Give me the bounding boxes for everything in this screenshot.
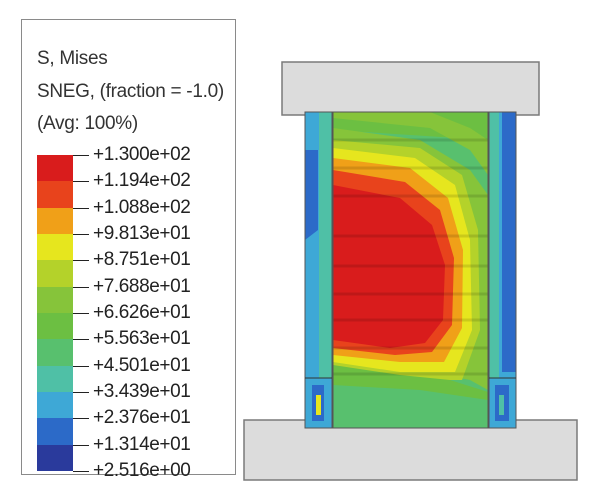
legend-level-label: +5.563e+01	[93, 328, 191, 350]
legend-swatch	[37, 207, 73, 235]
legend-tick	[73, 392, 89, 393]
legend-title-option: SNEG, (fraction = -1.0)	[37, 81, 224, 102]
legend-tick	[73, 365, 89, 367]
bottom-plate	[243, 419, 578, 481]
legend-tick	[73, 313, 89, 314]
legend-panel: S, Mises SNEG, (fraction = -1.0) (Avg: 1…	[21, 19, 236, 481]
legend-level-label: +1.300e+02	[93, 144, 191, 165]
legend-swatch	[37, 181, 73, 209]
legend-swatch	[37, 339, 73, 367]
legend-tick	[73, 471, 89, 472]
legend-swatch	[37, 392, 73, 419]
legend-colorbar	[37, 155, 73, 472]
legend-swatch	[37, 155, 73, 182]
legend-tick	[73, 207, 89, 209]
legend-level-label: +4.501e+01	[93, 354, 191, 376]
legend-tick	[73, 418, 89, 420]
legend-title-averaging: (Avg: 100%)	[37, 113, 138, 134]
legend-tick	[73, 286, 89, 288]
legend-level-label: +2.376e+01	[93, 407, 191, 429]
legend-level-label: +2.516e+00	[93, 460, 191, 481]
legend-swatch	[37, 365, 73, 393]
legend-level-label: +3.439e+01	[93, 381, 191, 402]
legend-tick	[73, 260, 89, 262]
top-plate	[281, 61, 540, 116]
legend-tick	[73, 234, 89, 235]
legend-tick	[73, 444, 89, 446]
legend-swatch	[37, 260, 73, 288]
legend-swatch	[37, 234, 73, 261]
legend-swatch	[37, 418, 73, 446]
legend-level-label: +7.688e+01	[93, 275, 191, 297]
legend-tick	[73, 155, 89, 156]
legend-level-label: +1.088e+02	[93, 196, 191, 218]
legend-swatch	[37, 286, 73, 314]
legend-level-label: +1.194e+02	[93, 170, 191, 192]
left-side-column	[305, 112, 332, 428]
legend-level-label: +9.813e+01	[93, 223, 191, 244]
legend-tick	[73, 339, 89, 341]
legend-level-label: +1.314e+01	[93, 433, 191, 455]
legend-swatch	[37, 444, 73, 472]
legend-tick	[73, 181, 89, 183]
right-side-column	[489, 112, 516, 428]
legend-level-label: +6.626e+01	[93, 302, 191, 323]
main-column	[333, 112, 488, 428]
legend-swatch	[37, 313, 73, 340]
legend-level-label: +8.751e+01	[93, 249, 191, 271]
legend-title-variable: S, Mises	[37, 48, 108, 69]
